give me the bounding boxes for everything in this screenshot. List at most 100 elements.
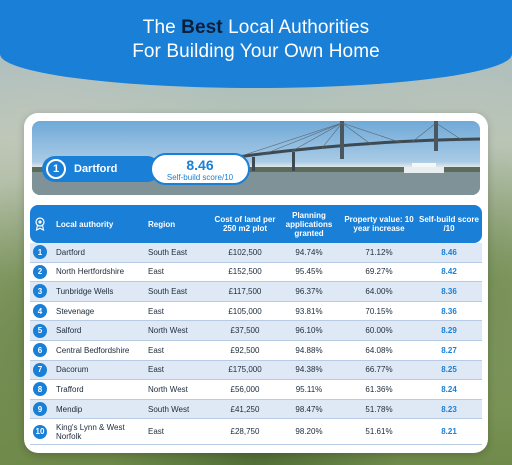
cost-cell: £175,000: [228, 365, 262, 375]
rank-cell: 7: [30, 362, 50, 377]
cost-cell: £41,250: [230, 404, 260, 414]
planning-cell: 93.81%: [295, 306, 323, 316]
authority-cell: Dartford: [56, 247, 85, 257]
table-row: 5 Salford North West £37,500 96.10% 60.00% 8.2…: [30, 321, 482, 341]
cost-cell: £117,500: [228, 286, 262, 296]
award-ribbon-icon: [30, 217, 50, 231]
score-cell: 8.27: [441, 345, 457, 355]
authority-cell: North Hertfordshire: [56, 267, 125, 277]
score-cell: 8.25: [441, 365, 457, 375]
table-row: 9 Mendip South West £41,250 98.47% 51.78% 8.23: [30, 399, 482, 420]
top-authority-name: Dartford: [74, 163, 118, 175]
table-row: 2 North Hertfordshire East £152,500 95.45% 69…: [30, 262, 482, 283]
table-row: 10 King's Lynn & West Norfolk East £28,750 9…: [30, 419, 482, 446]
cost-cell: £28,750: [230, 427, 260, 437]
authority-cell: Mendip: [56, 404, 83, 414]
planning-cell: 95.11%: [295, 384, 323, 394]
property-cell: 61.36%: [365, 384, 393, 394]
top-score-label: Self-build score/10: [166, 173, 234, 182]
rank-badge: 5: [33, 323, 47, 338]
rank-cell: 2: [30, 264, 50, 279]
region-cell: South East: [148, 286, 188, 296]
region-cell: East: [148, 306, 165, 316]
property-cell: 64.00%: [365, 286, 393, 296]
score-cell: 8.36: [441, 286, 457, 296]
score-cell: 8.29: [441, 326, 457, 336]
region-cell: East: [148, 345, 165, 355]
column-header-planning: Planning applications granted: [285, 210, 333, 238]
column-header-cost: Cost of land per 250 m2 plot: [214, 215, 276, 233]
rank-cell: 5: [30, 323, 50, 338]
score-cell: 8.36: [441, 306, 457, 316]
table-row: 7 Dacorum East £175,000 94.38% 66.77% 8.25: [30, 360, 482, 381]
score-cell: 8.23: [441, 404, 457, 414]
authority-cell: Trafford: [56, 384, 84, 394]
property-cell: 51.78%: [365, 404, 393, 414]
property-cell: 69.27%: [365, 267, 393, 277]
rank-badge: 2: [33, 264, 47, 279]
cost-cell: £56,000: [230, 384, 260, 394]
authority-cell: Dacorum: [56, 365, 89, 375]
table-row: 8 Trafford North West £56,000 95.11% 61.36% 8.…: [30, 380, 482, 400]
page-header: The Best Local Authorities For Building …: [0, 0, 512, 88]
rank-cell: 1: [30, 245, 50, 260]
planning-cell: 95.45%: [295, 267, 323, 277]
dartford-bridge-banner: 1 Dartford 8.46 Self-build score/10: [32, 121, 480, 195]
rank-cell: 4: [30, 304, 50, 319]
title-emphasis: Best: [181, 17, 223, 38]
table-header: Local authority Region Cost of land per …: [30, 205, 482, 243]
region-cell: South East: [148, 247, 188, 257]
rank-badge: 8: [33, 382, 47, 397]
region-cell: North West: [148, 384, 188, 394]
top-rank-number: 1: [46, 159, 66, 179]
rank-cell: 3: [30, 284, 50, 299]
score-cell: 8.42: [441, 267, 457, 277]
rank-cell: 8: [30, 382, 50, 397]
planning-cell: 96.10%: [295, 326, 323, 336]
authority-cell: Stevenage: [56, 306, 95, 316]
rank-badge: 1: [33, 245, 47, 260]
column-header-property: Property value: 10 year increase: [344, 215, 414, 233]
planning-cell: 94.74%: [295, 247, 323, 257]
table-row: 3 Tunbridge Wells South East £117,500 96.37%…: [30, 282, 482, 302]
property-cell: 60.00%: [365, 326, 393, 336]
property-cell: 70.15%: [365, 306, 393, 316]
property-cell: 51.61%: [365, 427, 393, 437]
planning-cell: 96.37%: [295, 286, 323, 296]
region-cell: North West: [148, 326, 188, 336]
planning-cell: 94.38%: [295, 365, 323, 375]
region-cell: South West: [148, 404, 190, 414]
authority-cell: Tunbridge Wells: [56, 286, 114, 296]
score-cell: 8.24: [441, 384, 457, 394]
property-cell: 66.77%: [365, 365, 393, 375]
column-header-authority: Local authority: [56, 219, 114, 229]
rankings-card: 1 Dartford 8.46 Self-build score/10 Loca…: [24, 113, 488, 453]
authority-cell: King's Lynn & West Norfolk: [56, 422, 125, 441]
page-title-line-2: For Building Your Own Home: [132, 41, 380, 62]
column-header-score: Self-build score /10: [418, 215, 479, 233]
top-score-value: 8.46: [186, 157, 214, 173]
region-cell: East: [148, 365, 165, 375]
cost-cell: £92,500: [230, 345, 260, 355]
property-cell: 64.08%: [365, 345, 393, 355]
cost-cell: £37,500: [230, 326, 260, 336]
rank-badge: 4: [33, 304, 47, 319]
column-header-region: Region: [148, 219, 176, 229]
cost-cell: £102,500: [228, 247, 262, 257]
rank-badge: 3: [33, 284, 47, 299]
table-row: 4 Stevenage East £105,000 93.81% 70.15% 8.36: [30, 301, 482, 322]
score-cell: 8.46: [441, 247, 457, 257]
rank-cell: 9: [30, 402, 50, 417]
top-authority-badge: 1 Dartford: [42, 156, 160, 182]
region-cell: East: [148, 427, 165, 437]
page-title-line-1: The Best Local Authorities: [142, 17, 370, 38]
rank-badge: 10: [33, 424, 47, 439]
rank-cell: 6: [30, 343, 50, 358]
planning-cell: 94.88%: [295, 345, 323, 355]
rank-badge: 7: [33, 362, 47, 377]
authority-cell: Central Bedfordshire: [56, 345, 130, 355]
rank-badge: 6: [33, 343, 47, 358]
planning-cell: 98.47%: [295, 404, 323, 414]
table-row: 6 Central Bedfordshire East £92,500 94.88% 64…: [30, 340, 482, 361]
property-cell: 71.12%: [365, 247, 393, 257]
